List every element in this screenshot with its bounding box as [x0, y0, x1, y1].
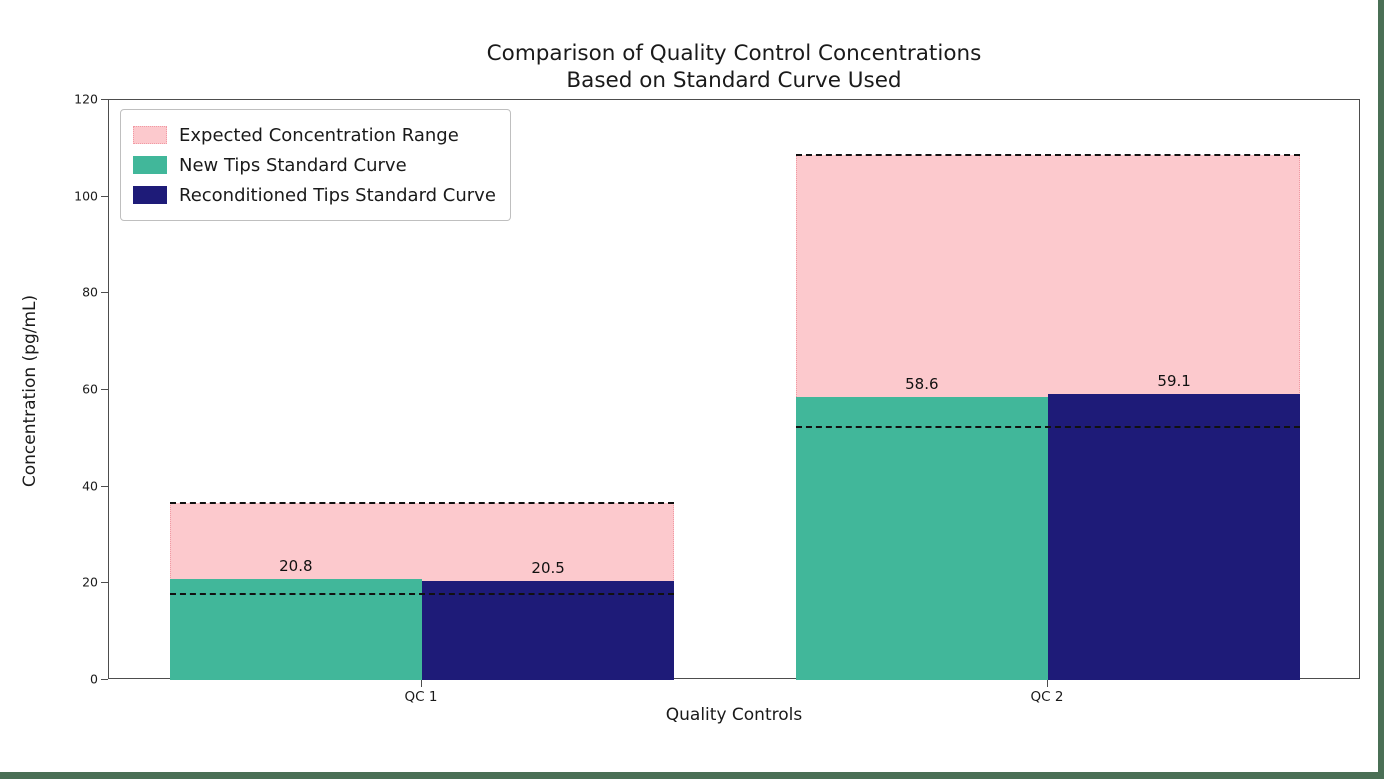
bar [169, 579, 422, 680]
plot-area: 20.8 20.5 58.6 59.1 [108, 99, 1360, 680]
y-tick-mark [101, 292, 108, 294]
x-tick-mark [421, 680, 422, 687]
y-tick-mark [101, 582, 108, 584]
legend-item: Reconditioned Tips Standard Curve [133, 180, 496, 210]
bars-layer: 20.8 20.5 58.6 59.1 [109, 100, 1359, 680]
chart-title-line-1: Comparison of Quality Control Concentrat… [486, 41, 982, 66]
x-tick-mark [1047, 680, 1048, 687]
y-tick-mark [101, 389, 108, 390]
y-tick-label: 40 [82, 478, 98, 494]
expected-range-patch [795, 155, 1301, 428]
y-tick-label: 80 [82, 284, 98, 300]
x-tick-label: QC 1 [404, 689, 438, 705]
y-tick-label: 0 [90, 671, 98, 687]
y-tick-mark [101, 195, 108, 197]
chart-title-line-2: Based on Standard Curve Used [566, 68, 902, 93]
bar [1048, 394, 1301, 680]
bar-value-label: 20.8 [279, 557, 313, 576]
legend-label: Reconditioned Tips Standard Curve [179, 184, 496, 206]
legend-label: Expected Concentration Range [179, 124, 459, 146]
legend-item: Expected Concentration Range [133, 120, 496, 150]
legend-label: New Tips Standard Curve [179, 154, 407, 176]
y-tick-mark [101, 679, 108, 680]
legend-item: New Tips Standard Curve [133, 150, 496, 180]
y-tick-label: 20 [82, 574, 98, 590]
bar [795, 396, 1048, 680]
window-edge-bottom [0, 772, 1384, 779]
bar-value-label: 20.5 [531, 558, 565, 577]
x-axis-label: Quality Controls [665, 705, 803, 725]
legend-swatch [133, 186, 167, 204]
expected-range-patch [169, 502, 675, 594]
legend-swatch [133, 126, 167, 144]
y-axis-label: Concentration (pg/mL) [20, 294, 40, 488]
range-boundary-line [795, 154, 1301, 157]
bar-value-label: 59.1 [1157, 372, 1191, 391]
range-boundary-line [169, 592, 675, 595]
legend: Expected Concentration Range New Tips Sta… [120, 109, 511, 221]
window-edge-right [1378, 0, 1384, 779]
x-tick-label: QC 2 [1030, 689, 1064, 705]
bar [422, 580, 675, 680]
bar-value-label: 58.6 [905, 374, 939, 393]
y-tick-mark [101, 99, 108, 100]
y-tick-label: 120 [74, 91, 98, 107]
chart-title: Comparison of Quality Control Concentrat… [108, 40, 1360, 94]
y-tick-label: 100 [74, 188, 98, 204]
y-tick-mark [101, 485, 108, 487]
range-boundary-line [795, 426, 1301, 429]
y-tick-label: 60 [82, 381, 98, 397]
legend-swatch [133, 156, 167, 174]
range-boundary-line [169, 501, 675, 504]
